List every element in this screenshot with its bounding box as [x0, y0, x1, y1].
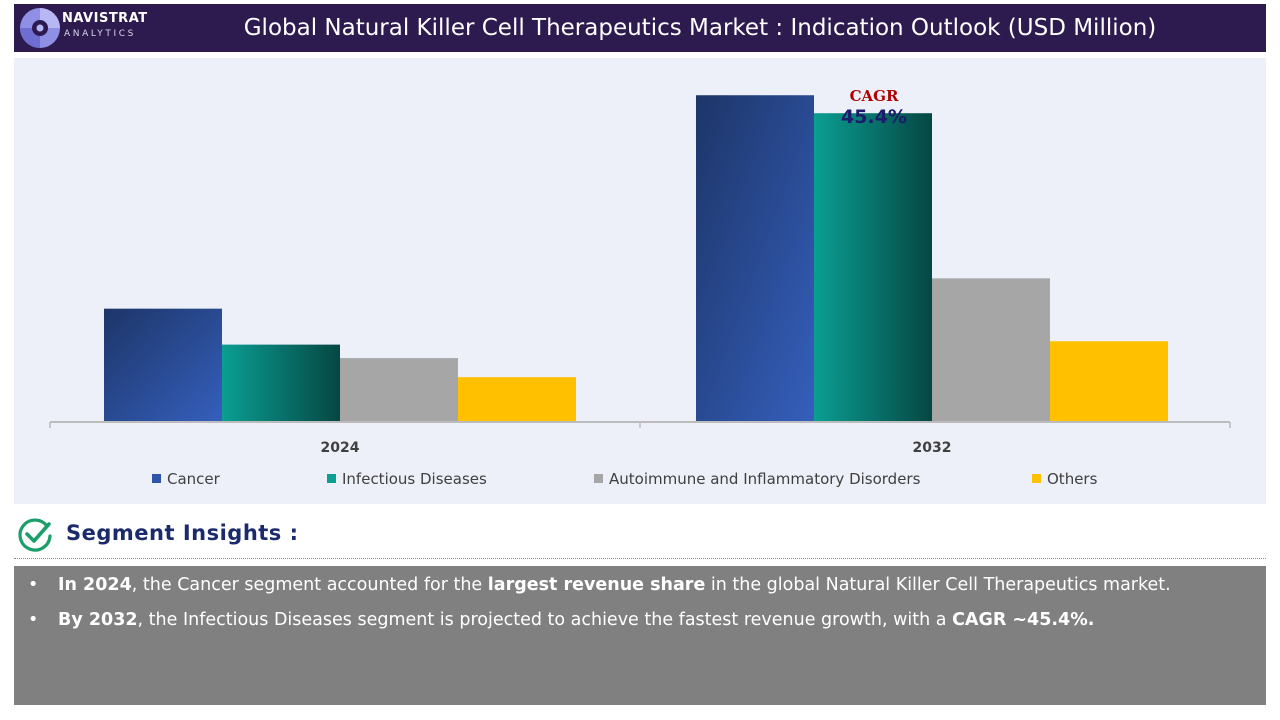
insight-1-bold-year: In 2024 — [58, 575, 132, 595]
navistrat-logo-icon — [20, 8, 60, 48]
legend-label-others: Others — [1047, 470, 1098, 488]
bar-infectious-diseases-2024 — [222, 344, 340, 421]
insights-panel: • In 2024, the Cancer segment accounted f… — [14, 566, 1266, 705]
header-bar: NAVISTRAT ANALYTICS Global Natural Kille… — [14, 4, 1266, 52]
legend-label-cancer: Cancer — [167, 470, 221, 488]
page-title: Global Natural Killer Cell Therapeutics … — [243, 15, 1157, 41]
x-tick-label-2032: 2032 — [913, 440, 952, 456]
insight-bullet-2: • By 2032, the Infectious Diseases segmen… — [28, 609, 1258, 631]
legend-swatch-cancer — [152, 474, 161, 483]
cagr-label: CAGR — [850, 87, 899, 105]
chart-panel: 2024 2032 CAGR 45.4% Cancer Infectious Diseas… — [14, 58, 1266, 504]
segment-insights-header: Segment Insights : — [14, 512, 1266, 558]
divider — [14, 558, 1266, 559]
insight-bullet-1: • In 2024, the Cancer segment accounted f… — [28, 574, 1258, 596]
bar-cancer-2032 — [696, 95, 814, 421]
legend-label-autoimmune-and-inflammatory-disorders: Autoimmune and Inflammatory Disorders — [609, 470, 921, 488]
brand-subtitle: ANALYTICS — [64, 29, 136, 39]
legend-swatch-infectious-diseases — [327, 474, 336, 483]
check-circle-icon — [18, 518, 52, 552]
legend-label-infectious-diseases: Infectious Diseases — [342, 470, 487, 488]
bar-cancer-2024 — [104, 308, 222, 421]
legend-swatch-autoimmune-and-inflammatory-disorders — [594, 474, 603, 483]
x-tick-label-2024: 2024 — [321, 440, 360, 456]
insight-1-bold-phrase: largest revenue share — [487, 575, 706, 595]
cagr-value: 45.4% — [841, 106, 907, 128]
bar-infectious-diseases-2032 — [814, 113, 932, 421]
bar-autoimmune-and-inflammatory-disorders-2032 — [932, 278, 1050, 421]
insight-2-bold-phrase: CAGR ~45.4%. — [952, 610, 1095, 630]
bar-others-2024 — [458, 377, 576, 421]
bullet-dot: • — [28, 575, 39, 595]
segment-insights-title: Segment Insights : — [66, 521, 299, 545]
brand-name: NAVISTRAT — [62, 11, 148, 26]
insight-2-bold-year: By 2032 — [58, 610, 138, 630]
legend-swatch-others — [1032, 474, 1041, 483]
insight-2-text-a: , the Infectious Diseases segment is pro… — [137, 610, 953, 630]
bar-autoimmune-and-inflammatory-disorders-2024 — [340, 358, 458, 421]
bar-others-2032 — [1050, 341, 1168, 421]
insight-1-text-a: , the Cancer segment accounted for the — [131, 575, 488, 595]
insight-1-text-b: in the global Natural Killer Cell Therap… — [705, 575, 1171, 595]
bullet-dot: • — [28, 610, 39, 630]
